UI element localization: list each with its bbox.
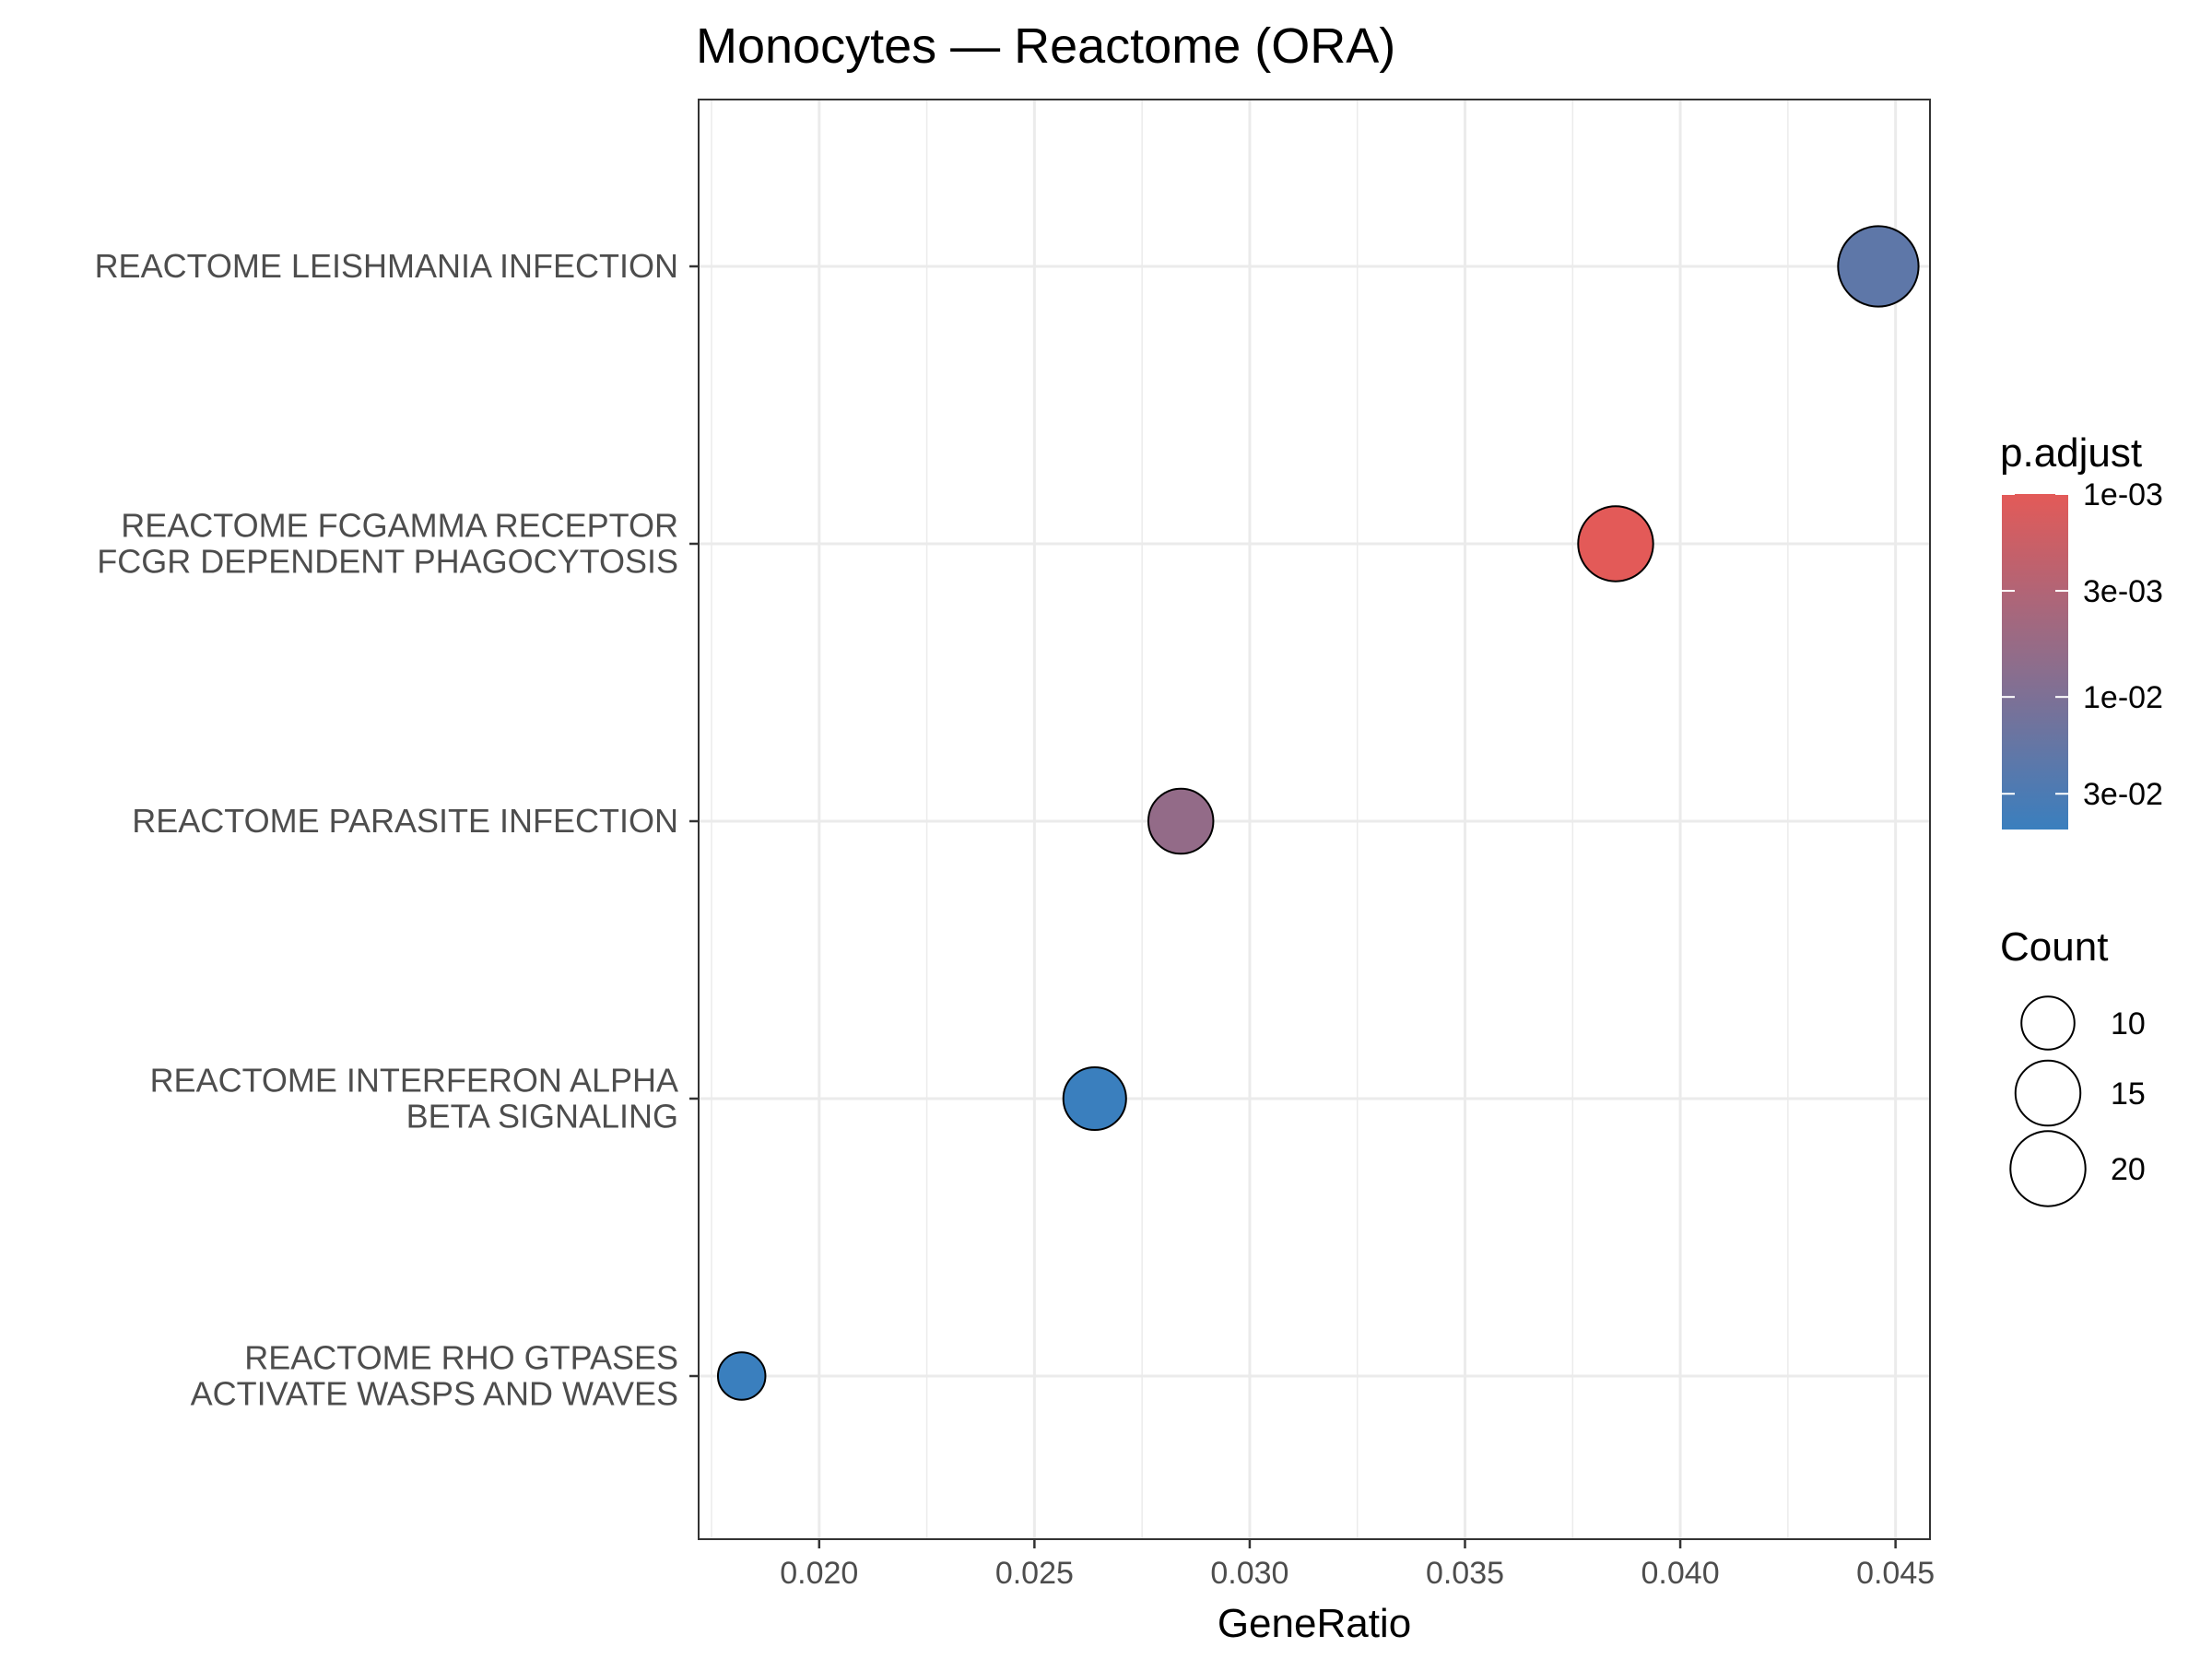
- y-tick-label: REACTOME LEISHMANIA INFECTION: [95, 247, 678, 285]
- y-tick-label: FCGR DEPENDENT PHAGOCYTOSIS: [97, 543, 678, 581]
- y-tick-label: REACTOME RHO GTPASES: [244, 1339, 678, 1377]
- data-point: [1147, 787, 1215, 855]
- x-tick-label: 0.045: [1856, 1556, 1935, 1591]
- axis-ticks: 0.020 0.025 0.030 0.035 0.040 0.045 REACTOME L…: [95, 247, 1936, 1591]
- x-tick-label: 0.025: [995, 1556, 1074, 1591]
- x-tick-label: 0.040: [1641, 1556, 1720, 1591]
- legend: p.adjust 1e-03 3e-03 1e-02 3e-02 Count 10 15…: [2000, 430, 2163, 1207]
- plot-border: [698, 99, 1931, 1540]
- color-legend-title: p.adjust: [2000, 430, 2142, 476]
- size-legend-key: [2020, 995, 2076, 1051]
- x-axis-title: GeneRatio: [1218, 1601, 1411, 1646]
- y-tick-label: REACTOME INTERFERON ALPHA: [150, 1062, 678, 1100]
- color-legend-label: 3e-03: [2083, 574, 2163, 609]
- x-tick-label: 0.035: [1426, 1556, 1504, 1591]
- size-legend-label: 20: [2111, 1152, 2146, 1187]
- color-legend-breaks: 1e-03 3e-03 1e-02 3e-02: [2002, 477, 2163, 812]
- y-tick-label: ACTIVATE WASPS AND WAVES: [191, 1375, 678, 1413]
- size-legend-title: Count: [2000, 924, 2108, 970]
- x-tick-label: 0.020: [780, 1556, 858, 1591]
- size-legend-breaks: 10 15 20: [2009, 995, 2146, 1207]
- chart-title: Monocytes — Reactome (ORA): [696, 18, 1395, 74]
- color-legend-label: 1e-02: [2083, 680, 2163, 715]
- size-legend-label: 15: [2111, 1077, 2146, 1112]
- x-tick-label: 0.030: [1210, 1556, 1288, 1591]
- y-tick-label: BETA SIGNALING: [406, 1098, 678, 1135]
- data-point: [1577, 505, 1654, 582]
- data-point: [716, 1351, 767, 1401]
- size-legend-key: [2009, 1130, 2087, 1207]
- y-tick-label: REACTOME FCGAMMA RECEPTOR: [121, 507, 678, 545]
- grid-lines: [699, 100, 1930, 1539]
- color-legend-label: 1e-03: [2083, 477, 2163, 512]
- size-legend-label: 10: [2111, 1006, 2146, 1041]
- y-tick-label: REACTOME PARASITE INFECTION: [132, 802, 678, 840]
- color-legend-label: 3e-02: [2083, 777, 2163, 812]
- data-points: [716, 225, 1920, 1401]
- data-point: [1062, 1065, 1127, 1132]
- plot-panel: [699, 100, 1930, 1539]
- color-legend-bar: [2002, 494, 2068, 830]
- data-point: [1837, 225, 1920, 308]
- size-legend-key: [2014, 1059, 2082, 1127]
